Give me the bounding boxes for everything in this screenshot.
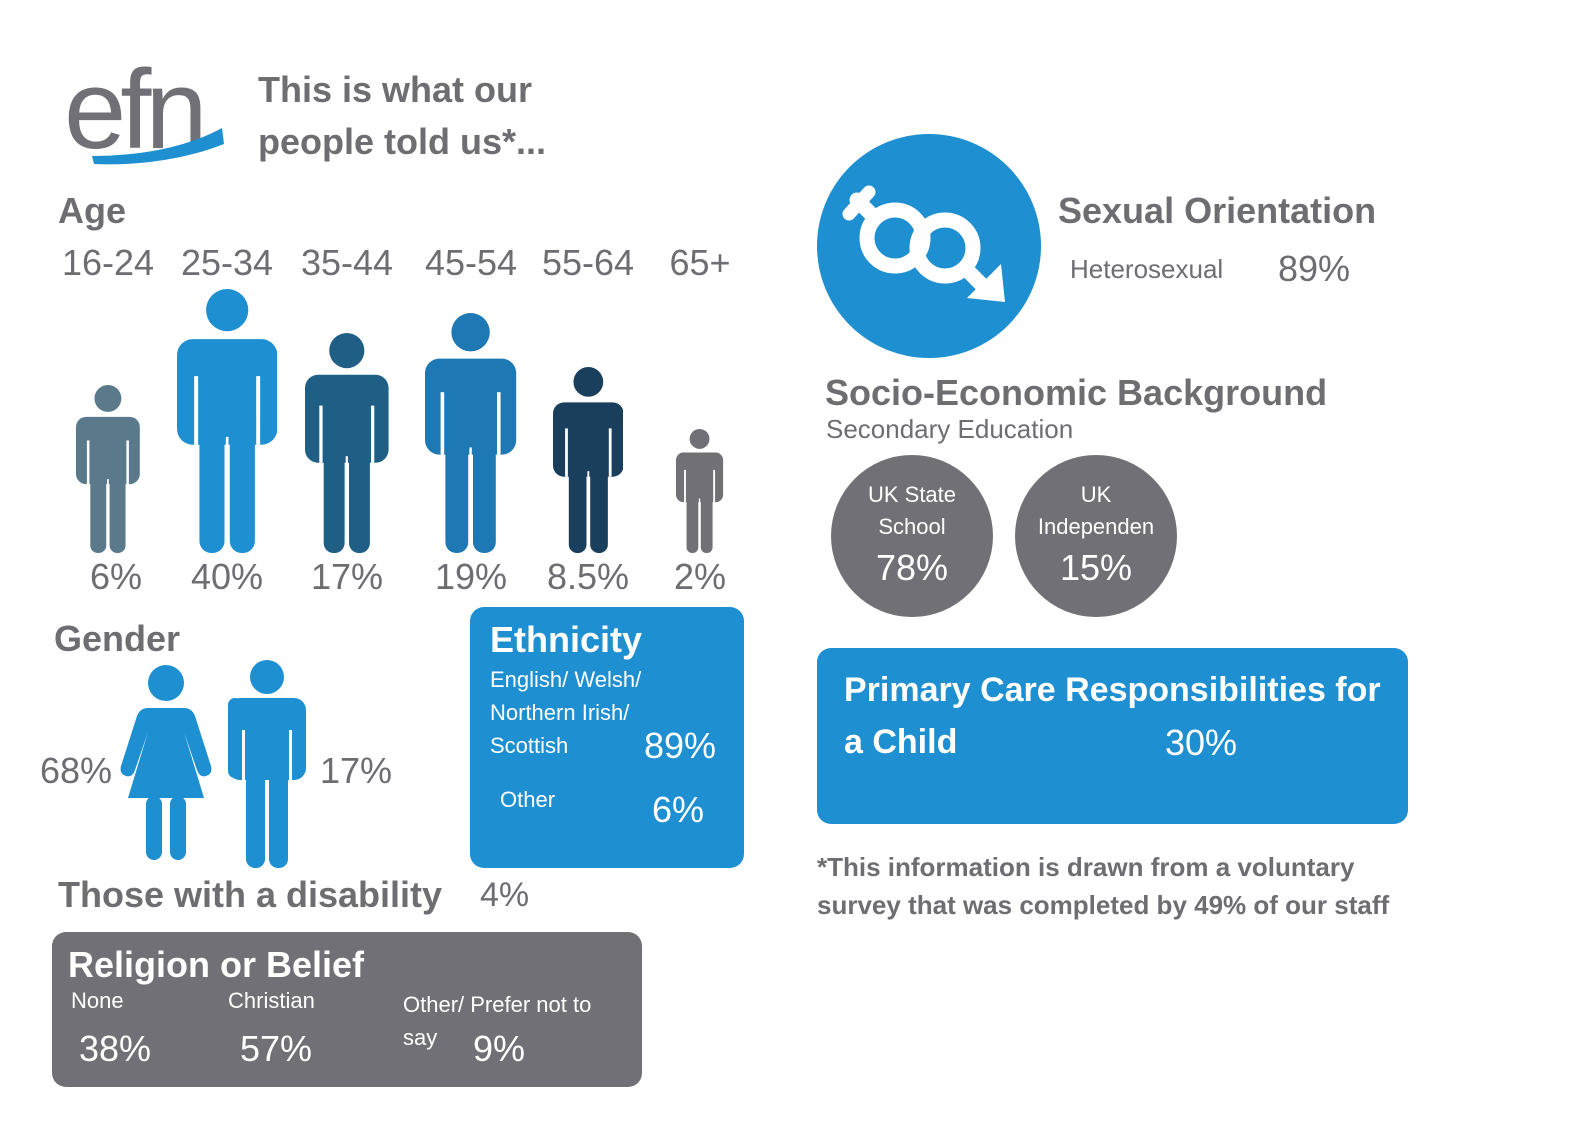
gender-title: Gender	[54, 618, 181, 659]
religion-other-percent: 9%	[473, 1028, 526, 1069]
socio-economic-title: Socio-Economic Background	[825, 372, 1328, 413]
ethnicity-title: Ethnicity	[490, 619, 643, 660]
disability-label: Those with a disability	[58, 874, 443, 915]
age-percent-label: 2%	[673, 556, 727, 597]
socio-economic-subtitle: Secondary Education	[826, 414, 1074, 444]
sexual-orientation-label: Heterosexual	[1070, 254, 1224, 284]
logo-swoosh	[92, 128, 224, 165]
gender-male-percent: 17%	[320, 750, 393, 791]
ethnicity-other-label: Other	[500, 787, 556, 812]
person-figure	[552, 367, 624, 553]
age-range-label: 45-54	[424, 242, 518, 283]
age-title: Age	[58, 190, 127, 231]
religion-none-label: None	[71, 988, 124, 1013]
age-person-icon	[176, 289, 278, 553]
gender-symbols-icon	[842, 185, 1005, 302]
age-percent-label: 6%	[89, 556, 143, 597]
sexual-orientation-circle	[817, 134, 1041, 358]
gender-female-percent: 68%	[40, 750, 113, 791]
age-person-icon	[76, 385, 140, 553]
efn-logo: efn	[64, 44, 244, 169]
ethnicity-group1-label: English/ Welsh/ Northern Irish/ Scottish	[490, 663, 641, 762]
independent-school-label: UK Independen	[1015, 479, 1177, 543]
efn-logo-graphic: efn	[64, 47, 224, 169]
ethnicity-card: Ethnicity English/ Welsh/ Northern Irish…	[470, 607, 744, 868]
male-icon	[228, 660, 308, 870]
person-figure	[176, 289, 278, 553]
age-range-label: 65+	[669, 242, 731, 283]
person-figure	[425, 313, 517, 553]
religion-none-percent: 38%	[79, 1028, 152, 1069]
primary-care-percent: 30%	[1165, 722, 1238, 763]
person-figure	[305, 333, 389, 553]
age-range-label: 16-24	[61, 242, 155, 283]
religion-other-label: Other/ Prefer not to say	[403, 992, 592, 1050]
headline: This is what our people told us*...	[258, 64, 546, 168]
independent-school-circle: UK Independen 15%	[1015, 455, 1177, 617]
ethnicity-group1-percent: 89%	[644, 725, 717, 766]
state-school-circle: UK State School 78%	[831, 455, 993, 617]
independent-school-percent: 15%	[1059, 547, 1133, 588]
sexual-orientation-percent: 89%	[1278, 248, 1351, 289]
state-school-label-line-1: UK State	[867, 482, 957, 507]
age-percent-label: 40%	[190, 556, 264, 597]
age-percent-label: 8.5%	[546, 556, 630, 597]
ethnicity-group1-line-2: Northern Irish/	[490, 700, 630, 725]
headline-line-2: people told us*...	[258, 121, 547, 162]
ethnicity-other-percent: 6%	[652, 789, 705, 830]
age-person-icon	[676, 429, 724, 553]
state-school-label-line-2: School	[878, 514, 946, 539]
primary-care-card: Primary Care Responsibilities for a Chil…	[817, 648, 1408, 824]
female-icon	[118, 664, 214, 864]
headline-line-1: This is what our	[258, 69, 533, 110]
state-school-label: UK State School	[831, 479, 993, 543]
person-figure	[676, 429, 724, 553]
age-range-label: 35-44	[300, 242, 394, 283]
age-percent-label: 17%	[310, 556, 384, 597]
state-school-percent: 78%	[875, 547, 949, 588]
religion-christian-label: Christian	[228, 988, 315, 1013]
footnote: *This information is drawn from a volunt…	[817, 852, 1390, 920]
female-figure	[120, 665, 212, 860]
independent-school-label-line-2: Independen	[1037, 514, 1155, 539]
age-percent-label: 19%	[434, 556, 508, 597]
religion-card: Religion or Belief None 38% Christian 57…	[52, 932, 642, 1087]
age-person-icon	[425, 313, 517, 553]
sexual-orientation-title: Sexual Orientation	[1058, 190, 1377, 231]
religion-christian-percent: 57%	[240, 1028, 313, 1069]
age-person-icon	[305, 333, 389, 553]
age-person-icon	[552, 367, 624, 553]
primary-care-title: Primary Care Responsibilities for a Chil…	[844, 671, 1381, 761]
independent-school-label-line-1: UK	[1080, 482, 1112, 507]
disability-percent: 4%	[480, 876, 530, 914]
ethnicity-group1-line-1: English/ Welsh/	[490, 667, 642, 692]
age-range-label: 25-34	[180, 242, 274, 283]
male-figure	[228, 660, 306, 868]
age-range-label: 55-64	[541, 242, 635, 283]
religion-title: Religion or Belief	[68, 944, 365, 985]
person-figure	[76, 385, 140, 553]
ethnicity-group1-line-3: Scottish	[490, 733, 569, 758]
